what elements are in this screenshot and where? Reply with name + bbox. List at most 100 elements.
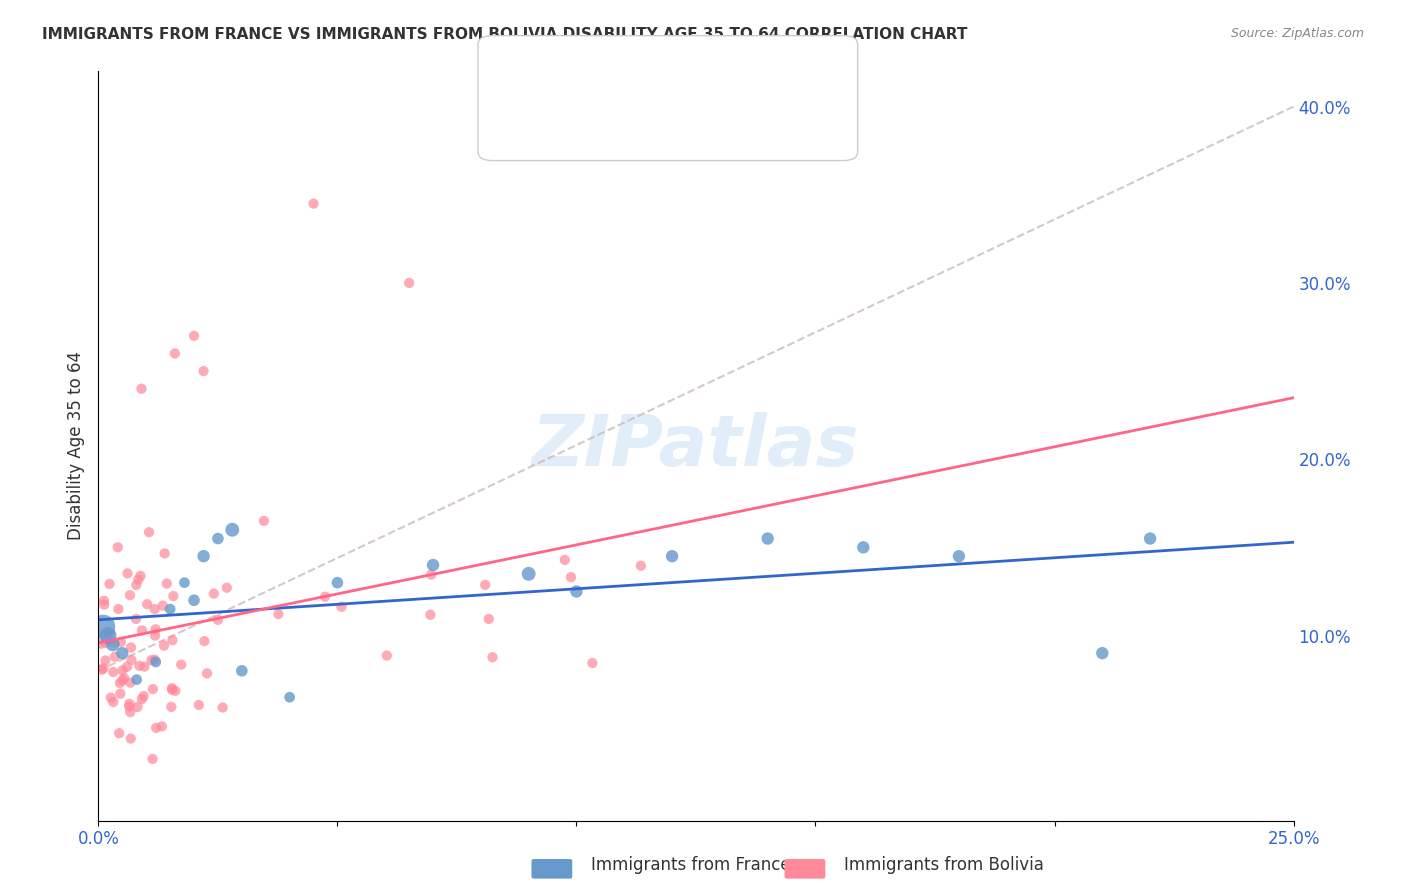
Point <box>131 624 153 638</box>
Point <box>107 541 129 555</box>
Point <box>125 673 148 687</box>
Point <box>111 673 134 688</box>
Point <box>852 541 875 555</box>
Point <box>101 665 124 679</box>
Point <box>120 705 142 719</box>
Point <box>278 690 301 705</box>
Point <box>630 558 652 573</box>
Point <box>756 532 779 546</box>
Point <box>132 689 155 703</box>
Text: R =: R = <box>541 103 578 120</box>
Text: N =: N = <box>640 65 688 83</box>
Text: R =: R = <box>541 65 578 83</box>
Point <box>1091 646 1114 660</box>
Point <box>129 569 152 583</box>
Y-axis label: Disability Age 35 to 64: Disability Age 35 to 64 <box>66 351 84 541</box>
Text: ZIPatlas: ZIPatlas <box>533 411 859 481</box>
Point <box>111 664 134 678</box>
Point <box>94 653 117 667</box>
Point <box>661 549 683 564</box>
Point <box>207 532 229 546</box>
Point <box>170 657 193 672</box>
Point <box>127 700 149 714</box>
Point <box>419 607 441 622</box>
Point <box>118 699 141 714</box>
Point <box>93 661 115 675</box>
Text: 0.158: 0.158 <box>583 65 636 83</box>
Point <box>90 637 112 651</box>
Point <box>474 578 496 592</box>
Point <box>202 586 225 600</box>
Point <box>94 636 117 650</box>
Text: N =: N = <box>640 103 688 120</box>
Text: 0.372: 0.372 <box>583 103 637 120</box>
Point <box>108 726 131 740</box>
Point <box>156 576 179 591</box>
Point <box>117 566 139 581</box>
Point <box>118 697 141 711</box>
Point <box>115 660 138 674</box>
Point <box>211 700 233 714</box>
Point <box>120 731 142 746</box>
Point <box>142 682 165 697</box>
Point <box>103 695 125 709</box>
Point <box>314 590 336 604</box>
Point <box>422 558 444 572</box>
Point <box>98 626 121 640</box>
Point <box>136 597 159 611</box>
Point <box>160 682 183 697</box>
Point <box>121 653 143 667</box>
Point <box>221 523 243 537</box>
Text: Immigrants from Bolivia: Immigrants from Bolivia <box>844 856 1043 874</box>
Point <box>193 549 215 564</box>
Point <box>145 721 167 735</box>
Point <box>120 640 142 655</box>
Point <box>101 637 124 651</box>
Point <box>159 602 181 616</box>
Point <box>104 649 127 664</box>
Point <box>93 598 115 612</box>
Point <box>107 602 129 616</box>
Point <box>131 382 153 396</box>
Point <box>138 525 160 540</box>
Point <box>153 639 176 653</box>
Point <box>565 584 588 599</box>
Point <box>375 648 398 663</box>
Point <box>91 663 114 677</box>
Point <box>98 577 121 591</box>
Point <box>183 593 205 607</box>
Point <box>141 653 163 667</box>
Point <box>125 578 148 592</box>
Point <box>120 675 142 690</box>
Point <box>231 664 253 678</box>
Text: Source: ZipAtlas.com: Source: ZipAtlas.com <box>1230 27 1364 40</box>
Point <box>93 593 115 607</box>
Point <box>253 514 276 528</box>
Text: IMMIGRANTS FROM FRANCE VS IMMIGRANTS FROM BOLIVIA DISABILITY AGE 35 TO 64 CORREL: IMMIGRANTS FROM FRANCE VS IMMIGRANTS FRO… <box>42 27 967 42</box>
Point <box>302 196 325 211</box>
Text: 24: 24 <box>686 65 710 83</box>
Point <box>145 655 167 669</box>
Text: Immigrants from France: Immigrants from France <box>591 856 790 874</box>
Point <box>267 607 290 621</box>
Point <box>581 656 603 670</box>
Point <box>128 658 150 673</box>
Point <box>326 575 349 590</box>
Point <box>160 699 183 714</box>
Point <box>193 364 215 378</box>
Point <box>142 752 165 766</box>
Point <box>165 683 187 698</box>
Point <box>398 276 420 290</box>
Point <box>91 620 114 634</box>
Point <box>193 634 215 648</box>
Point <box>143 653 166 667</box>
Point <box>162 589 184 603</box>
Point <box>112 671 135 685</box>
Point <box>160 681 183 696</box>
Point <box>554 553 576 567</box>
Point <box>1139 532 1161 546</box>
Point <box>100 690 122 705</box>
Point <box>481 650 503 665</box>
Point <box>111 646 134 660</box>
Point <box>153 546 176 560</box>
